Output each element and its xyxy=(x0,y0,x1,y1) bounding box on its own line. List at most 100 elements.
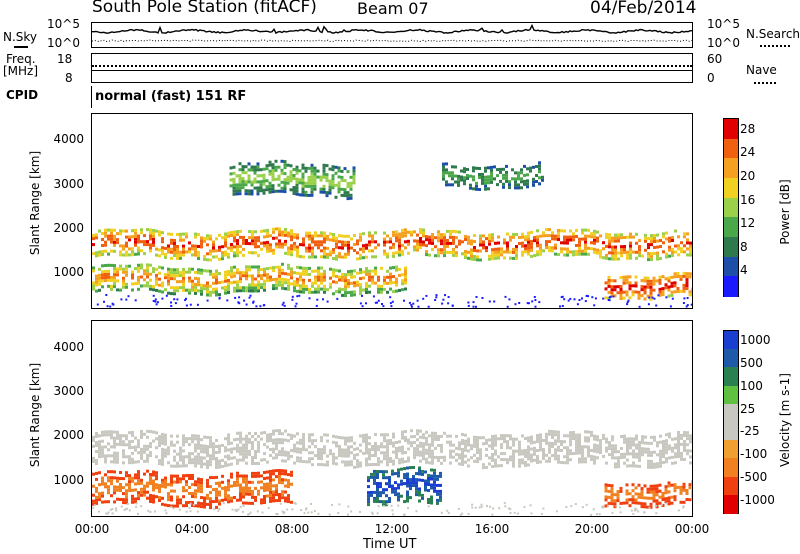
heatmap-cell xyxy=(209,491,212,495)
heatmap-cell xyxy=(209,284,212,288)
heatmap-cell xyxy=(629,464,632,468)
heatmap-cell xyxy=(566,235,569,239)
heatmap-cell xyxy=(317,240,320,244)
heatmap-cell xyxy=(170,277,173,281)
heatmap-cell xyxy=(227,494,230,498)
heatmap-cell xyxy=(527,240,530,244)
heatmap-cell xyxy=(566,449,569,453)
heatmap-cell xyxy=(290,282,293,286)
nave-label: Nave xyxy=(746,63,777,77)
colorbar-segment xyxy=(724,158,738,179)
heatmap-cell xyxy=(224,461,227,465)
heatmap-cell xyxy=(610,294,614,298)
heatmap-cell xyxy=(197,486,200,490)
heatmap-cell xyxy=(278,274,281,278)
heatmap-cell xyxy=(92,281,95,285)
heatmap-cell xyxy=(194,291,197,295)
heatmap-cell xyxy=(137,445,140,449)
heatmap-cell xyxy=(149,228,152,232)
heatmap-cell xyxy=(362,250,365,254)
heatmap-cell xyxy=(601,506,604,509)
heatmap-cell xyxy=(290,482,293,486)
heatmap-cell xyxy=(125,474,128,478)
heatmap-cell xyxy=(152,285,155,289)
heatmap-cell xyxy=(398,232,401,236)
heatmap-cell xyxy=(170,271,173,275)
heatmap-cell xyxy=(104,473,107,477)
heatmap-cell xyxy=(248,242,251,246)
heatmap-cell xyxy=(431,455,434,459)
heatmap-cell xyxy=(488,444,491,448)
heatmap-cell xyxy=(143,472,146,476)
heatmap-cell xyxy=(485,453,488,457)
heatmap-cell xyxy=(587,295,589,298)
heatmap-cell xyxy=(191,285,194,289)
heatmap-cell xyxy=(620,447,623,450)
heatmap-cell xyxy=(371,269,374,273)
heatmap-cell xyxy=(326,234,329,238)
heatmap-cell xyxy=(284,499,287,503)
heatmap-cell xyxy=(419,246,422,249)
heatmap-cell xyxy=(197,477,200,481)
heatmap-cell xyxy=(452,443,455,447)
heatmap-cell xyxy=(185,480,188,484)
heatmap-cell xyxy=(344,276,347,280)
heatmap-cell xyxy=(344,273,347,277)
heatmap-cell xyxy=(122,270,125,274)
heatmap-cell xyxy=(230,441,233,445)
heatmap-cell xyxy=(458,230,461,234)
heatmap-cell xyxy=(110,228,113,232)
heatmap-cell xyxy=(545,234,548,238)
heatmap-cell xyxy=(137,252,140,256)
heatmap-cell xyxy=(185,501,188,505)
heatmap-cell xyxy=(317,269,320,273)
heatmap-cell xyxy=(422,457,425,461)
heatmap-cell xyxy=(435,296,438,299)
heatmap-cell xyxy=(293,502,296,505)
heatmap-cell xyxy=(662,232,665,236)
heatmap-cell xyxy=(395,453,398,456)
heatmap-cell xyxy=(584,445,587,449)
heatmap-cell xyxy=(479,258,482,262)
heatmap-cell xyxy=(596,438,599,442)
heatmap-cell xyxy=(137,246,140,250)
heatmap-cell xyxy=(338,503,341,506)
heatmap-cell xyxy=(500,464,503,468)
heatmap-cell xyxy=(256,192,260,196)
heatmap-cell xyxy=(461,460,464,463)
heatmap-cell xyxy=(227,479,230,483)
heatmap-cell xyxy=(427,305,430,308)
heatmap-cell xyxy=(377,290,380,294)
heatmap-cell xyxy=(206,243,209,247)
heatmap-cell xyxy=(287,266,290,270)
heatmap-cell xyxy=(341,454,344,458)
heatmap-cell xyxy=(155,474,158,478)
heatmap-cell xyxy=(98,495,101,499)
heatmap-cell xyxy=(632,455,635,459)
heatmap-cell xyxy=(569,437,572,441)
heatmap-cell xyxy=(430,498,433,502)
heatmap-cell xyxy=(284,496,287,500)
heatmap-cell xyxy=(526,185,529,189)
heatmap-cell xyxy=(122,477,125,481)
heatmap-cell xyxy=(260,480,263,484)
heatmap-cell xyxy=(254,242,257,246)
heatmap-cell xyxy=(176,461,179,465)
heatmap-cell xyxy=(473,438,476,442)
heatmap-cell xyxy=(539,243,542,247)
heatmap-cell xyxy=(164,479,167,483)
heatmap-cell xyxy=(662,250,665,254)
heatmap-cell xyxy=(491,233,494,237)
heatmap-cell xyxy=(242,480,245,484)
heatmap-cell xyxy=(332,280,335,284)
heatmap-cell xyxy=(347,270,350,274)
heatmap-cell xyxy=(185,297,187,300)
heatmap-cell xyxy=(308,445,311,449)
heatmap-cell xyxy=(397,483,400,487)
heatmap-cell xyxy=(614,257,617,261)
heatmap-cell xyxy=(421,493,424,497)
heatmap-cell xyxy=(170,483,173,487)
heatmap-cell xyxy=(536,235,539,239)
heatmap-cell xyxy=(536,440,539,443)
heatmap-cell xyxy=(626,303,629,306)
